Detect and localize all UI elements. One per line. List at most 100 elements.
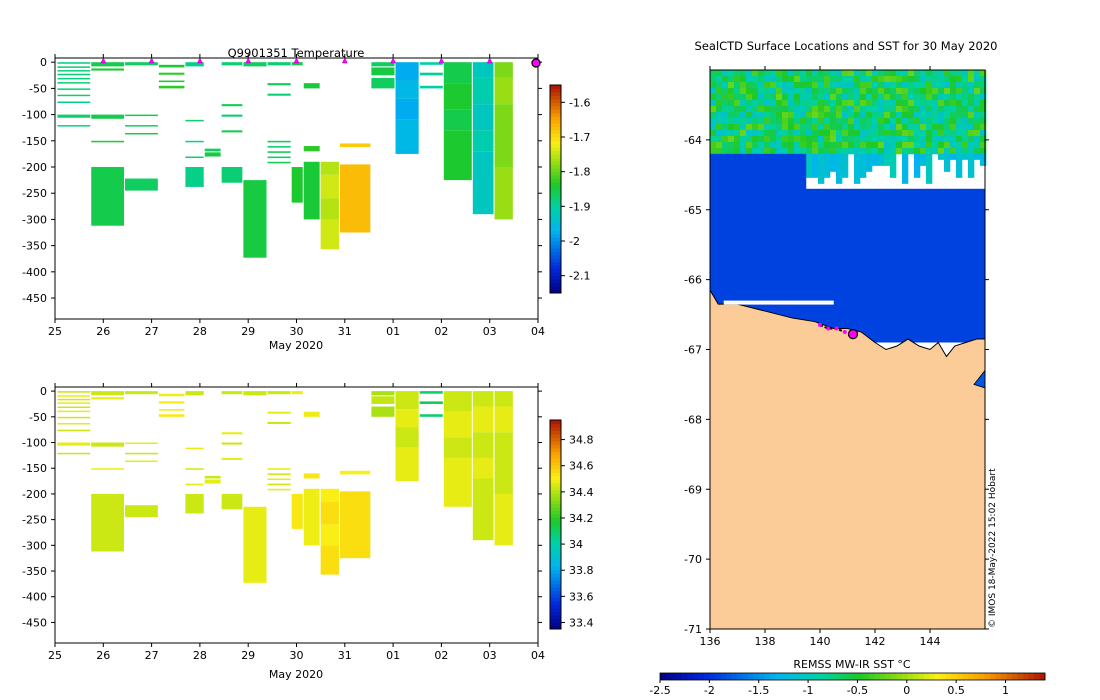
sst-cell [722,136,729,143]
sst-cell [866,76,873,83]
sst-cell [776,82,783,89]
temperature-cell [57,82,91,84]
sst-cell [896,76,903,83]
sst-cell [824,76,831,83]
sst-cell [872,82,879,89]
temperature-colorbar-step [550,206,561,211]
sst-cell [854,136,861,143]
sst-cell [860,100,867,107]
temperature-colorbar-step [550,123,561,128]
sst-cell [974,88,981,95]
sst-cell [926,70,933,77]
temperature-colorbar-step [550,272,561,277]
sst-cell [836,100,843,107]
sst-cell [902,112,909,119]
sst-cell [968,88,975,95]
salinity-cell [443,391,472,412]
sst-cell [746,124,753,131]
salinity-colorbar-step [550,468,561,473]
sst-cell [782,136,789,143]
sst-cell [908,124,915,131]
colorbar-tick-label: -1.9 [569,200,590,213]
sst-cell [884,142,891,149]
sst-cell [866,136,873,143]
sst-cell [872,118,879,125]
sst-cell [884,118,891,125]
sst-cell [890,112,897,119]
temperature-cell [158,64,185,68]
sst-cell [770,82,777,89]
sst-cell [818,142,825,149]
sst-cell [752,100,759,107]
sst-cell [752,94,759,101]
sst-cell [980,112,987,119]
x-tick-label: 26 [96,325,110,338]
salinity-cell [125,391,158,395]
sst-cell [962,70,969,77]
temperature-colorbar-step [550,88,561,93]
sst-cell [932,130,939,137]
sst-cell [908,76,915,83]
sst-cell [950,118,957,125]
sst-cell [932,100,939,107]
colorbar-tick-label: 34.6 [569,460,594,473]
salinity-colorbar-step [550,555,561,560]
sst-cell [956,100,963,107]
sst-cell [752,130,759,137]
sst-cell [944,124,951,131]
salinity-cell [267,468,291,470]
sst-cell [836,142,843,149]
temperature-section: 0 -50 -100 -150 -200 -250 -300 -350 -400 -450 25 26… [22,46,590,352]
sst-cell [860,153,867,178]
sst-cell [788,100,795,107]
salinity-cell [395,391,419,410]
sst-cell [836,148,843,155]
sst-cell [938,88,945,95]
sst-cell [788,82,795,89]
sst-cell [962,76,969,83]
sst-cell [956,112,963,119]
x-tick-label: 28 [193,325,207,338]
salinity-cell [185,391,204,396]
sst-cell [824,106,831,113]
sst-cell [944,142,951,149]
sst-cell [782,94,789,101]
sst-cell [722,124,729,131]
sst-cell [842,148,849,155]
sst-cell [758,112,765,119]
sst-colorbar-step [660,673,666,680]
salinity-colorbar-step [550,580,561,585]
map-x-tick-label: 140 [810,635,831,648]
sst-cell [770,148,777,155]
salinity-cell [204,479,221,484]
sst-cell [956,142,963,149]
sst-cell [980,76,987,83]
x-tick-label: 30 [290,325,304,338]
temperature-cell [57,94,91,97]
temperature-colorbar-step [550,147,561,152]
sst-cell [818,100,825,107]
sst-cell [914,94,921,101]
temperature-colorbar-step [550,157,561,162]
salinity-colorbar-step [550,440,561,445]
sst-cell [968,82,975,89]
salinity-cell [221,391,243,395]
salinity-cell [158,393,185,397]
sst-cell [812,124,819,131]
sst-cell [920,82,927,89]
salinity-cell [267,478,291,481]
sst-cell [884,100,891,107]
temperature-cell [91,140,125,143]
temperature-cell [339,143,371,148]
sst-cell [812,153,819,178]
map-y-tick-label: -69 [684,483,702,496]
salinity-cell [443,411,472,438]
sst-cell [980,136,987,143]
temperature-cell [57,101,91,103]
y-tick-label: -350 [22,565,47,578]
sst-cell [920,88,927,95]
salinity-cell [221,457,243,460]
salinity-cell [494,391,513,407]
sst-cell [740,106,747,113]
sst-cell [806,142,813,149]
